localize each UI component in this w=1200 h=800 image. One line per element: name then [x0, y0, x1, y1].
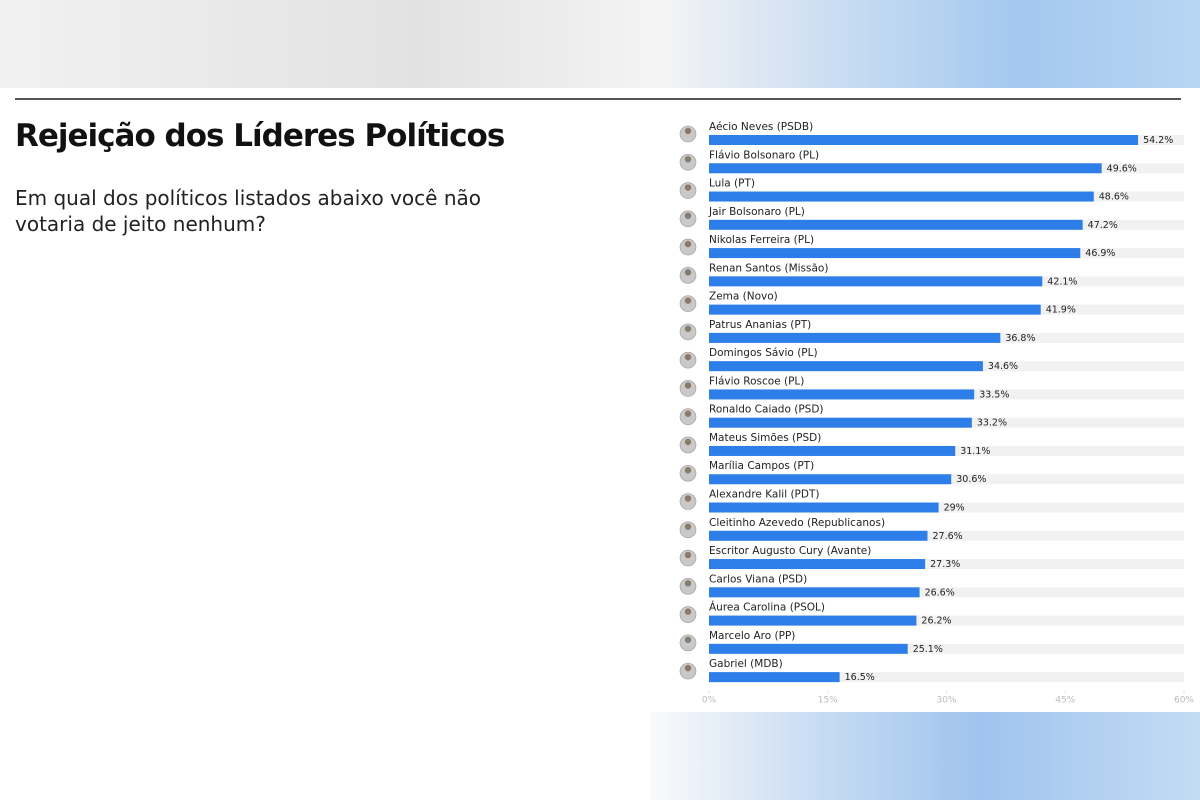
avatar-head [684, 495, 692, 502]
bar-track [709, 502, 1184, 513]
value-label: 31.1% [960, 446, 990, 457]
avatar-head [684, 467, 692, 474]
bar [709, 163, 1102, 174]
avatar-head [684, 438, 692, 446]
avatar-head [684, 523, 692, 530]
bar [709, 389, 975, 400]
category-label: Flávio Bolsonaro (PL) [709, 149, 819, 161]
bar [709, 332, 1001, 343]
value-label: 48.6% [1099, 192, 1129, 203]
bar [709, 615, 917, 626]
footer-backdrop [650, 712, 1200, 800]
category-label: Carlos Viana (PSD) [709, 573, 807, 585]
category-label: Áurea Carolina (PSOL) [709, 601, 825, 614]
value-label: 27.6% [933, 531, 963, 542]
bar [709, 248, 1081, 259]
avatar-head [684, 353, 692, 361]
bar [709, 191, 1094, 202]
category-label: Jair Bolsonaro (PL) [708, 206, 805, 218]
bar [709, 530, 928, 541]
avatar-head [684, 580, 692, 587]
category-label: Lula (PT) [709, 178, 755, 190]
bar [709, 219, 1083, 230]
category-label: Flávio Roscoe (PL) [709, 375, 804, 387]
avatar-head [684, 212, 692, 220]
avatar-head [684, 269, 692, 276]
bar [709, 643, 908, 654]
bar [709, 672, 840, 683]
value-label: 33.5% [979, 389, 1009, 400]
value-label: 26.6% [925, 587, 955, 598]
bar [709, 361, 983, 372]
category-label: Renan Santos (Missão) [709, 262, 828, 274]
bar [709, 135, 1139, 145]
bar-track [709, 559, 1184, 570]
category-label: Zema (Novo) [709, 291, 778, 303]
value-label: 25.1% [913, 644, 943, 655]
avatar-head [684, 608, 692, 615]
bar [709, 445, 956, 456]
chart-title: Rejeição dos Líderes Políticos [15, 118, 505, 154]
avatar-head [684, 184, 692, 191]
divider [15, 98, 1181, 100]
avatar-head [684, 551, 692, 559]
bar [709, 502, 939, 513]
avatar-head [684, 240, 692, 248]
bar [709, 474, 952, 485]
value-label: 29% [944, 503, 965, 514]
value-label: 49.6% [1107, 163, 1137, 174]
avatar-head [684, 636, 692, 644]
avatar-head [684, 297, 692, 304]
value-label: 41.9% [1046, 305, 1076, 316]
category-label: Mateus Simões (PSD) [709, 432, 821, 444]
value-label: 46.9% [1085, 248, 1115, 259]
category-label: Patrus Ananias (PT) [709, 319, 811, 331]
value-label: 16.5% [845, 672, 875, 683]
avatar-head [684, 156, 692, 163]
x-tick-label: 30% [936, 696, 956, 706]
bar [709, 417, 972, 428]
value-label: 30.6% [956, 474, 986, 485]
avatar-head [684, 664, 692, 672]
avatar-head [684, 410, 692, 417]
bar-track [709, 643, 1184, 654]
category-label: Nikolas Ferreira (PL) [709, 234, 814, 246]
value-label: 34.6% [988, 361, 1018, 372]
x-tick-label: 0% [702, 696, 717, 706]
value-label: 33.2% [977, 418, 1007, 429]
category-label: Domingos Sávio (PL) [709, 347, 818, 359]
x-tick-label: 45% [1055, 696, 1075, 706]
bar [709, 304, 1041, 315]
value-label: 47.2% [1088, 220, 1118, 231]
category-label: Escritor Augusto Cury (Avante) [709, 545, 871, 557]
bar [709, 587, 920, 598]
category-label: Marília Campos (PT) [709, 460, 814, 472]
bar-track [709, 587, 1184, 598]
bar [709, 559, 926, 570]
category-label: Ronaldo Caiado (PSD) [709, 404, 824, 416]
header-backdrop [0, 0, 1200, 88]
category-label: Marcelo Aro (PP) [709, 630, 795, 642]
chart-subtitle: Em qual dos políticos listados abaixo vo… [15, 186, 481, 236]
bar-track [709, 672, 1184, 683]
avatar-head [684, 325, 692, 333]
category-label: Gabriel (MDB) [709, 658, 783, 670]
x-tick-label: 15% [818, 696, 838, 706]
category-label: Cleitinho Azevedo (Republicanos) [709, 517, 885, 529]
avatar-head [684, 382, 692, 389]
value-label: 26.2% [921, 616, 951, 627]
value-label: 27.3% [930, 559, 960, 570]
category-label: Alexandre Kalil (PDT) [709, 489, 819, 501]
bar [709, 276, 1043, 287]
avatar-head [684, 127, 692, 135]
category-label: Aécio Neves (PSDB) [709, 121, 813, 133]
x-tick-label: 60% [1174, 696, 1194, 706]
value-label: 54.2% [1143, 135, 1173, 146]
bar-track [709, 615, 1184, 626]
bar-track [709, 530, 1184, 541]
value-label: 36.8% [1005, 333, 1035, 344]
value-label: 42.1% [1047, 276, 1077, 287]
